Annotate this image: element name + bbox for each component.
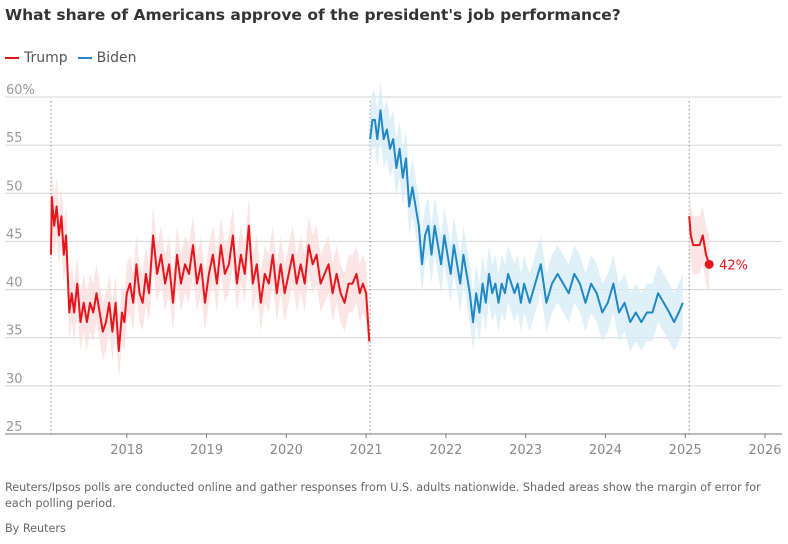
trump-series-line-1: [688, 216, 711, 265]
x-tick-label-2021: 2021: [350, 443, 383, 458]
trump-margin-band-0: [51, 168, 370, 380]
trump-margin-band-1: [689, 187, 710, 294]
legend-swatch-biden: [77, 57, 92, 59]
legend-item-biden: Biden: [77, 50, 137, 66]
y-tick-label-45: 45: [6, 227, 23, 242]
x-tick-label-2026: 2026: [748, 443, 781, 458]
y-tick-label-55: 55: [6, 131, 23, 146]
biden-series-line-0: [369, 109, 684, 324]
chart-legend: Trump Biden: [5, 50, 137, 66]
trump-series-line-0: [50, 195, 371, 352]
latest-value-dot: [704, 259, 714, 269]
legend-label-biden: Biden: [96, 50, 137, 66]
x-tick-label-2025: 2025: [669, 443, 702, 458]
x-tick-label-2023: 2023: [509, 443, 542, 458]
y-tick-label-35: 35: [6, 324, 23, 339]
y-tick-label-50: 50: [6, 179, 23, 194]
approval-line-chart: 25 30 35 40 45 50 55 60% 2018 2019 2020 2021 2022 202…: [5, 81, 782, 458]
chart-byline: By Reuters: [5, 522, 66, 535]
legend-item-trump: Trump: [5, 50, 68, 66]
y-tick-label-60: 60%: [6, 83, 35, 98]
x-tick-label-2022: 2022: [429, 443, 462, 458]
x-tick-label-2020: 2020: [270, 443, 303, 458]
x-tick-label-2018: 2018: [110, 443, 143, 458]
chart-footnote: Reuters/Ipsos polls are conducted online…: [5, 481, 761, 510]
chart-title: What share of Americans approve of the p…: [5, 6, 621, 24]
x-tick-label-2024: 2024: [589, 443, 622, 458]
y-tick-label-25: 25: [6, 420, 23, 435]
latest-value-label: 42%: [719, 258, 748, 273]
legend-swatch-trump: [5, 57, 19, 59]
y-tick-label-30: 30: [6, 372, 23, 387]
x-tick-label-2019: 2019: [190, 443, 223, 458]
biden-margin-band-0: [370, 81, 683, 352]
y-tick-label-40: 40: [6, 276, 23, 291]
legend-label-trump: Trump: [24, 50, 68, 66]
